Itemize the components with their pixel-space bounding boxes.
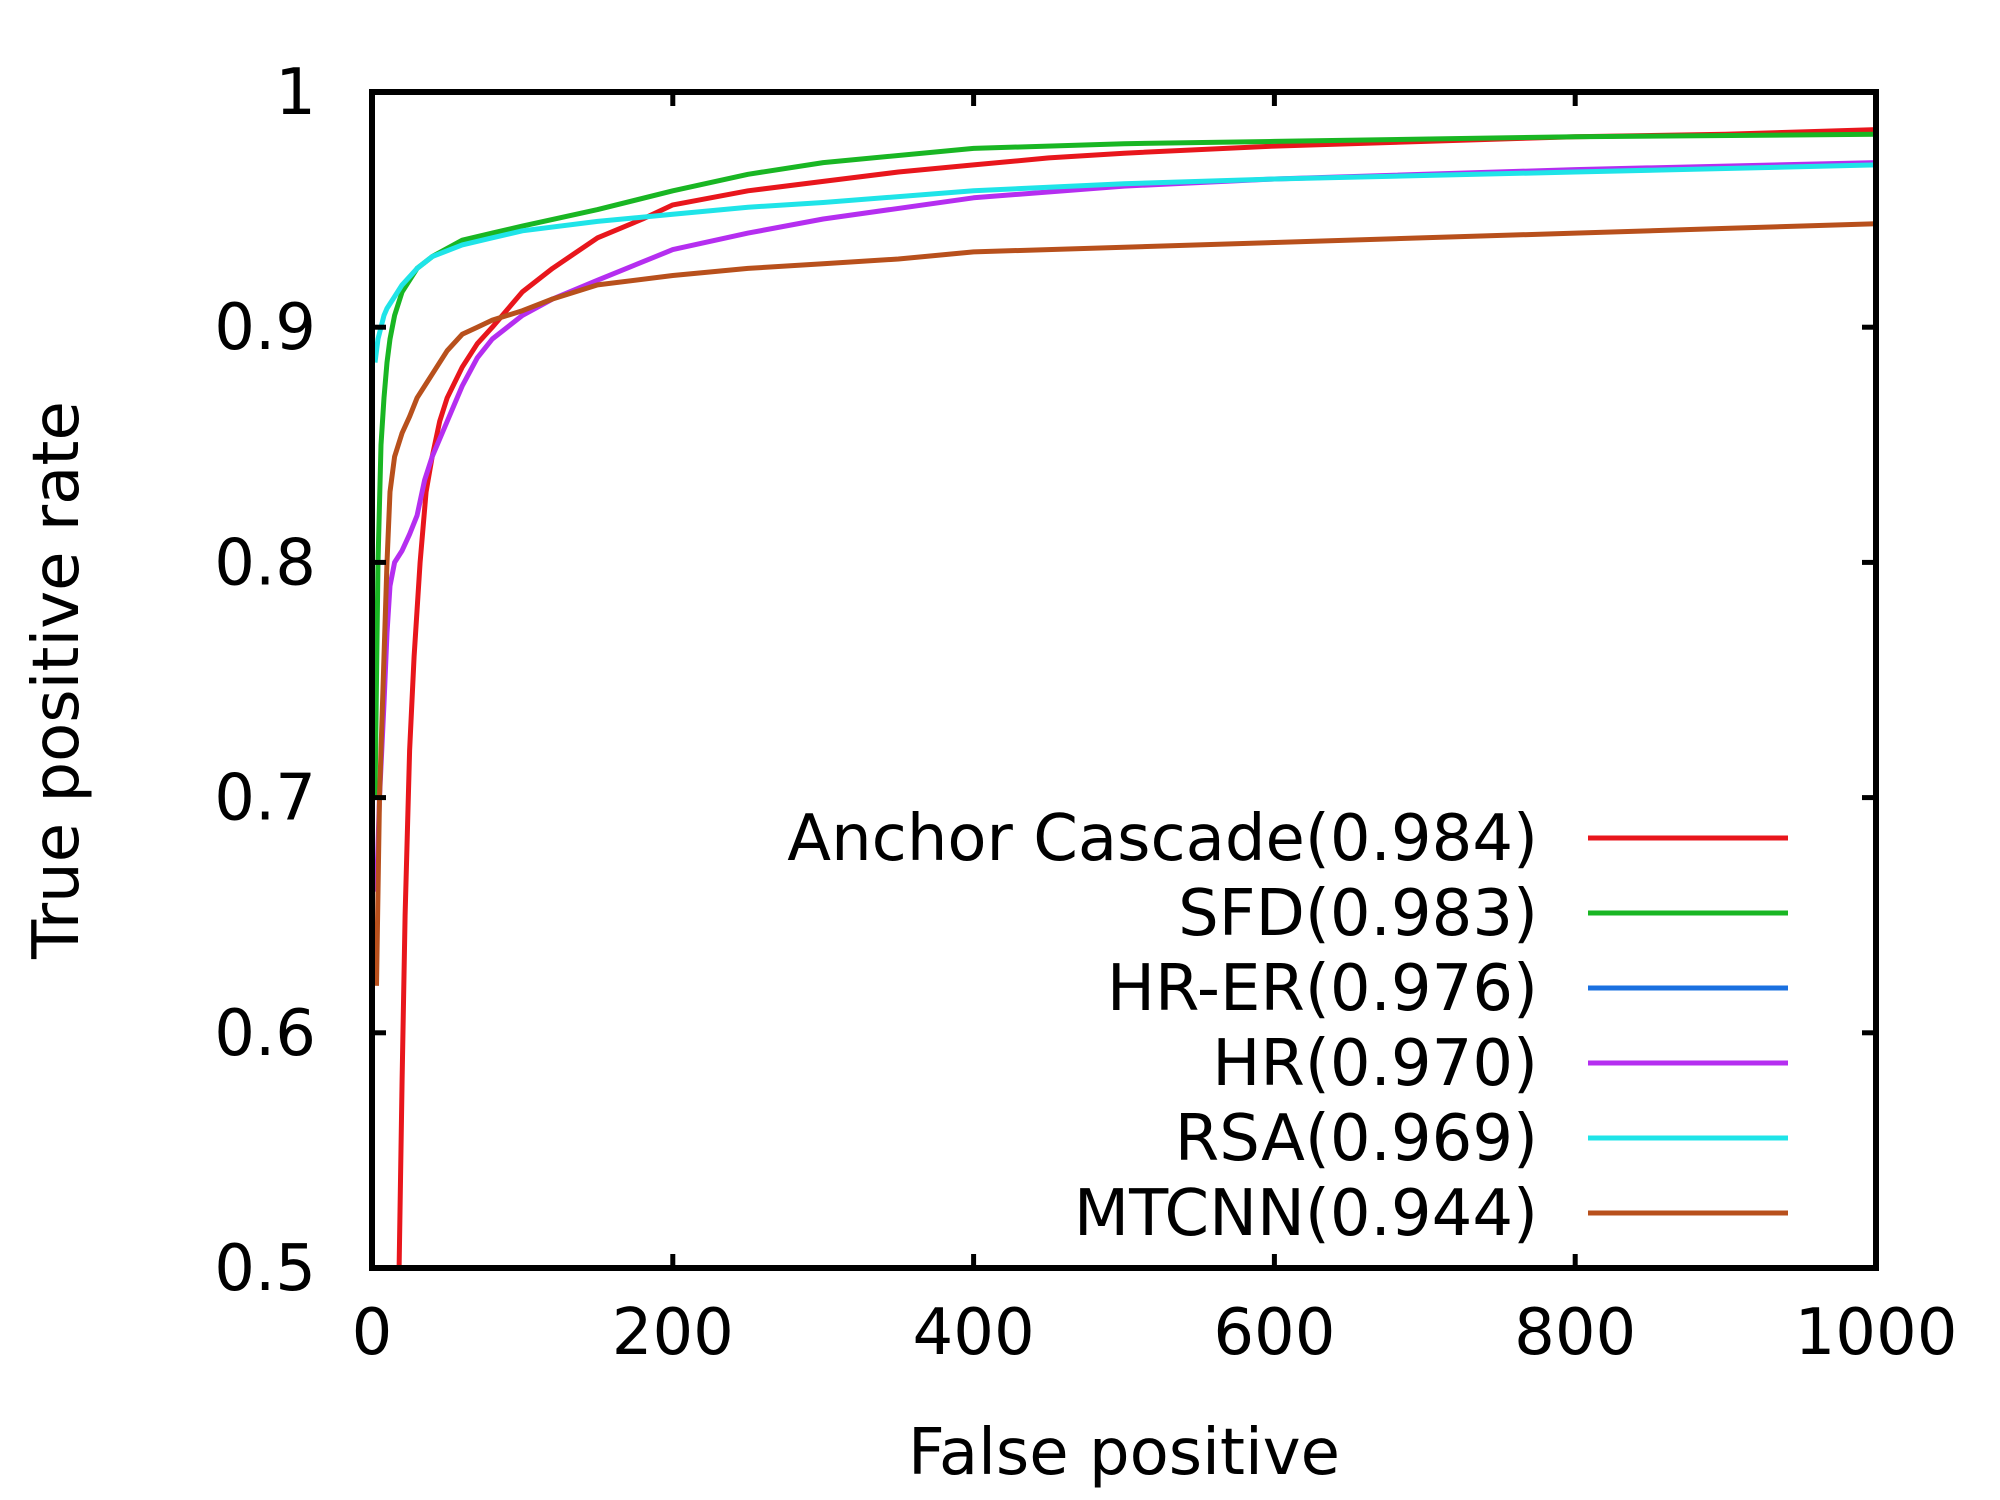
legend: Anchor Cascade(0.984)SFD(0.983)HR-ER(0.9… bbox=[787, 802, 1788, 1251]
y-tick-label: 0.6 bbox=[214, 997, 316, 1071]
series-curves bbox=[372, 127, 1876, 1268]
x-tick-label: 400 bbox=[913, 1296, 1035, 1370]
legend-label-3: HR(0.970) bbox=[1212, 1027, 1538, 1101]
x-tick-label: 0 bbox=[352, 1296, 393, 1370]
y-tick-label: 0.7 bbox=[214, 762, 316, 836]
y-axis-title: True positive rate bbox=[20, 401, 94, 960]
legend-label-0: Anchor Cascade(0.984) bbox=[787, 802, 1538, 876]
legend-label-2: HR-ER(0.976) bbox=[1107, 952, 1538, 1026]
legend-label-1: SFD(0.983) bbox=[1178, 877, 1538, 951]
legend-label-4: RSA(0.969) bbox=[1175, 1102, 1538, 1176]
x-tick-label: 1000 bbox=[1795, 1296, 1958, 1370]
y-tick-label: 0.5 bbox=[214, 1232, 316, 1306]
y-tick-label: 0.9 bbox=[214, 291, 316, 365]
y-tick-label: 1 bbox=[275, 56, 316, 130]
x-axis-title: False positive bbox=[908, 1416, 1340, 1490]
axis-ticks bbox=[369, 89, 1879, 1271]
series-line-3 bbox=[374, 160, 1876, 892]
x-tick-label: 600 bbox=[1213, 1296, 1335, 1370]
series-line-5 bbox=[374, 221, 1876, 986]
axis-tick-labels: 0 200 400 600 800 1000 0.5 0.6 0.7 0.8 0.9 1 bbox=[214, 56, 1957, 1370]
y-tick-label: 0.8 bbox=[214, 526, 316, 600]
series-line-0 bbox=[396, 127, 1876, 1268]
series-line-1 bbox=[372, 131, 1876, 798]
plot-frame bbox=[369, 89, 1879, 1271]
x-tick-label: 200 bbox=[612, 1296, 734, 1370]
series-line-4 bbox=[372, 162, 1876, 363]
legend-label-5: MTCNN(0.944) bbox=[1074, 1177, 1538, 1251]
x-tick-label: 800 bbox=[1514, 1296, 1636, 1370]
